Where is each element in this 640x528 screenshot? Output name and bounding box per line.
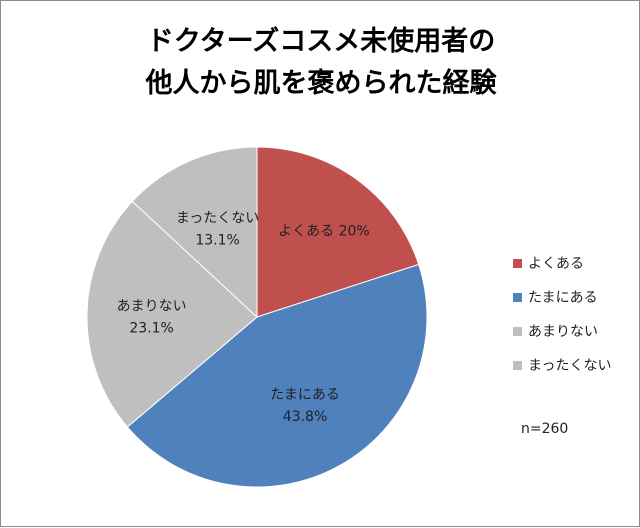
slice-label: よくある 20% bbox=[278, 223, 370, 239]
legend-swatch bbox=[513, 258, 522, 268]
legend-label: たまにある bbox=[528, 290, 598, 306]
pie-labels: よくある 20% たまにある 43.8% あまりない 23.1% まったくない 13.1% bbox=[117, 211, 370, 425]
legend-item: たまにある bbox=[513, 289, 633, 306]
legend-label: よくある bbox=[528, 256, 584, 272]
slice-label: まったくない 13.1% bbox=[176, 211, 259, 249]
pie-slices bbox=[86, 146, 428, 488]
legend-item: まったくない bbox=[513, 357, 633, 374]
legend-item: あまりない bbox=[513, 323, 633, 340]
legend-swatch bbox=[513, 326, 522, 336]
legend-item: よくある bbox=[513, 255, 633, 272]
chart-legend: よくあるたまにあるあまりないまったくない bbox=[513, 255, 633, 391]
slice-tamani-aru bbox=[126, 263, 428, 488]
chart-title-line-1: ドクターズコスメ未使用者の bbox=[146, 26, 496, 57]
legend-swatch bbox=[513, 360, 522, 370]
slice-label: たまにある 43.8% bbox=[270, 387, 340, 425]
slice-label: あまりない 23.1% bbox=[117, 299, 187, 337]
chart-title-line-2: 他人から肌を褒められた経験 bbox=[145, 68, 497, 99]
slice-mattaku-nai bbox=[131, 146, 258, 319]
legend-label: あまりない bbox=[528, 324, 598, 340]
legend-label: まったくない bbox=[528, 358, 612, 374]
slice-yoku-aru bbox=[256, 146, 420, 318]
slice-amari-nai bbox=[86, 200, 258, 428]
sample-size-note: n=260 bbox=[521, 421, 569, 437]
chart-title: ドクターズコスメ未使用者の 他人から肌を褒められた経験 bbox=[1, 21, 640, 105]
legend-swatch bbox=[513, 292, 522, 302]
